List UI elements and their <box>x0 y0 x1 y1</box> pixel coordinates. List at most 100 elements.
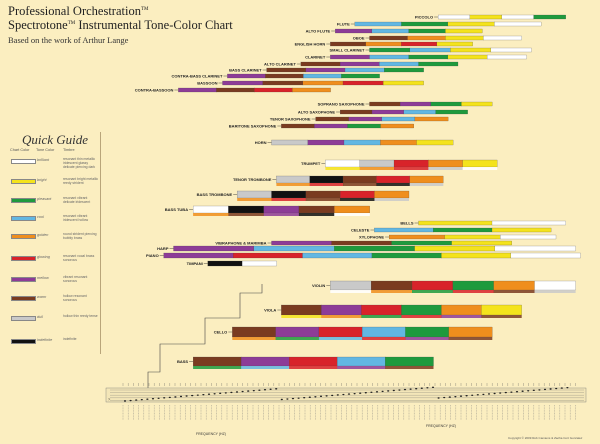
note-head <box>375 391 379 393</box>
tone-segment <box>491 227 552 233</box>
guide-swatch <box>11 256 36 261</box>
tone-segment <box>173 245 255 252</box>
instrument-bar-cello: CELLO <box>214 326 493 340</box>
tone-segment <box>414 245 496 252</box>
tone-segment <box>228 205 265 214</box>
tone-segment-lower <box>334 213 370 216</box>
instrument-bar-contra-bassoon: CONTRA-BASSOON <box>135 87 331 92</box>
tone-segment <box>409 47 451 53</box>
note-head <box>543 388 547 391</box>
tone-segment <box>330 41 367 47</box>
frequency-axis: 𝄢 <box>105 383 587 420</box>
guide-swatch <box>11 277 36 282</box>
tone-segment <box>253 245 335 252</box>
instrument-bar-celeste: CELESTE <box>351 227 552 233</box>
note-head <box>275 388 278 390</box>
note-head <box>224 392 227 394</box>
tone-segment-lower <box>343 183 377 186</box>
tone-segment <box>391 240 452 246</box>
tone-segment-lower <box>289 366 338 369</box>
note-head <box>476 394 479 396</box>
tone-segment-lower <box>405 337 449 340</box>
tone-segment-lower <box>409 183 444 186</box>
instrument-label: SOPRANO SAXOPHONE <box>318 101 365 106</box>
tone-segment <box>500 234 557 240</box>
copyright: Copyright © 2009 Rob Camiens & Zacha Cor… <box>508 436 583 440</box>
tone-segment <box>334 245 416 252</box>
tone-segment <box>359 159 395 168</box>
note-head <box>241 390 244 393</box>
note-head <box>303 397 306 399</box>
tone-segment <box>271 190 307 199</box>
tone-segment <box>254 87 293 93</box>
tone-segment <box>414 116 449 122</box>
tone-segment <box>271 139 309 146</box>
instrument-label: BASS <box>177 359 188 364</box>
note-head <box>258 389 261 391</box>
note-head <box>515 391 519 393</box>
tone-segment <box>371 109 405 115</box>
tone-segment <box>300 61 341 67</box>
tone-segment <box>401 304 442 316</box>
note-head <box>219 392 222 395</box>
tone-segment-lower <box>374 198 409 201</box>
tone-segment <box>416 139 454 146</box>
instrument-bar-violin: VIOLIN <box>312 280 576 293</box>
note-head <box>566 386 569 389</box>
note-head <box>191 394 194 397</box>
tone-segment <box>342 80 384 86</box>
instrument-label: BASS TUBA <box>165 207 188 212</box>
instrument-bar-contra-bass-clarinet: CONTRA-BASS CLARINET <box>172 73 380 78</box>
subtitle-trademark: TM <box>67 20 76 26</box>
instrument-label: PICCOLO <box>415 14 433 19</box>
tone-segment <box>315 116 350 122</box>
tone-segment <box>383 80 424 86</box>
note-head <box>179 395 183 398</box>
axis-label-left: FREQUENCY (HZ) <box>196 432 226 436</box>
note-head <box>454 395 457 398</box>
tone-segment-lower <box>241 366 290 369</box>
instrument-bar-vibraphone-marimba: VIBRAPHONE & MARIMBA <box>215 240 513 246</box>
guide-tone-label: golden <box>37 233 49 237</box>
title: Professional OrchestrationTM <box>8 4 148 19</box>
tone-segment <box>403 109 436 115</box>
note-head <box>280 398 283 401</box>
instrument-label: TENOR TROMBONE <box>233 177 272 182</box>
note-head <box>398 389 401 391</box>
note-head <box>549 388 552 390</box>
guide-timbre-text: resonant vibrant delicate iridescent <box>63 196 91 204</box>
tone-segment <box>265 73 304 79</box>
tone-segment <box>242 260 277 267</box>
guide-tone-label: pleasant <box>37 197 52 201</box>
instrument-label: TIMPANI <box>187 261 203 266</box>
note-head <box>297 397 300 399</box>
note-head <box>135 399 138 401</box>
tone-segment <box>271 240 332 246</box>
note-head <box>202 394 205 396</box>
note-head <box>347 393 351 395</box>
tone-segment <box>450 47 492 53</box>
tone-segment <box>448 326 493 338</box>
tone-segment-lower <box>340 198 375 201</box>
guide-timbre-text: vibrant resonant sonorous <box>63 275 88 283</box>
tone-segment <box>222 80 264 86</box>
guide-tone-label: cool <box>37 215 44 219</box>
tone-segment <box>462 159 498 168</box>
tone-segment <box>266 67 307 73</box>
instrument-bar-bassoon: BASSOON <box>197 80 424 86</box>
tone-segment <box>227 73 266 79</box>
instrument-label: CLARINET <box>305 54 326 59</box>
tone-segment <box>452 280 494 291</box>
tone-segment <box>371 252 442 259</box>
tone-segment-lower <box>276 183 310 186</box>
guide-tone-label: brilliant <box>37 158 50 162</box>
note-head <box>370 391 373 393</box>
tone-segment <box>418 220 493 226</box>
guide-timbre-text: hollow thin reedy tense <box>63 314 98 318</box>
tone-segment <box>445 35 484 41</box>
note-head <box>336 394 339 396</box>
tone-segment <box>298 205 335 214</box>
guide-tone-label: dull <box>37 315 43 319</box>
bass-clef-icon: 𝄢 <box>108 398 111 402</box>
note-head <box>420 387 423 389</box>
